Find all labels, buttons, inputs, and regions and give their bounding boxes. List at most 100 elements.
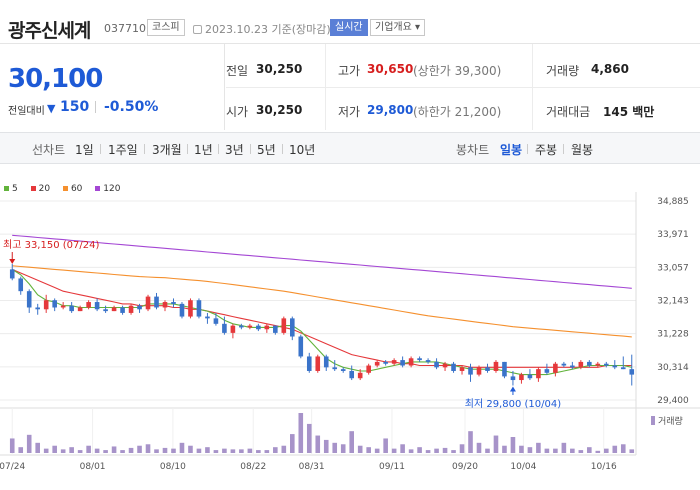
candle-body [205,316,210,319]
candle-body [459,367,465,371]
volume-bar [35,442,41,453]
volume-bar [171,448,176,453]
candle-body [561,363,567,366]
range-1d[interactable]: 1일 [75,143,94,157]
candle-body [468,367,473,375]
low-value: 29,800 [367,103,414,117]
legend-ma5: 5 [4,184,18,194]
candle-body [162,302,168,308]
volume-bar [527,447,533,453]
candle-body [502,361,507,377]
volume-bar [629,449,635,453]
volume-bar [289,434,295,453]
volume-bar [281,445,287,453]
volume-bar [18,447,24,453]
candle-body [374,361,380,366]
divider [100,144,101,154]
candle-daily[interactable]: 일봉 [500,143,523,157]
volume-bar [502,445,507,453]
volume-bar [459,444,465,453]
candle-body [137,305,142,310]
candle-body [171,302,176,304]
volume-bar [434,448,439,453]
y-tick-label: 31,228 [657,330,689,340]
volume-bar [570,448,575,453]
candle-monthly[interactable]: 월봉 [571,143,594,157]
volume-bar [315,435,321,453]
volume-bar [188,445,193,453]
candle-body [315,356,321,371]
range-1w[interactable]: 1주일 [108,143,138,157]
range-3y[interactable]: 3년 [225,143,244,157]
legend-label: 120 [103,184,121,194]
volume-bar [493,435,499,453]
volume-bar [620,444,626,453]
open-label: 시가 [226,105,249,119]
candle-weekly[interactable]: 주봉 [535,143,558,157]
volume-bar [417,447,422,453]
low-label: 저가 [338,105,361,119]
candle-chart-label: 봉차트 [456,143,490,157]
volume-bar [60,449,66,453]
volume-bar [544,448,550,453]
range-3m[interactable]: 3개월 [152,143,182,157]
x-tick-label: 08/01 [80,462,106,472]
chevron-down-icon: ▾ [415,22,421,33]
stats-table: 전일 30,250 고가 30,650 (상한가 39,300) 거래량 4,8… [226,44,700,130]
chart-toolbar: 선차트 1일 1주일 3개월 1년 3년 5년 10년 봉차트 일봉 주봉 월봉 [0,132,700,164]
volume-bar [400,444,405,453]
candle-body [357,372,363,379]
stock-name[interactable]: 광주신세계 [8,20,91,42]
ma20-line [11,268,632,368]
candle-body [400,360,405,366]
x-tick-label: 09/11 [379,462,405,472]
volume-bar [553,448,558,453]
ma5-line [11,268,632,376]
candle-body [553,363,558,373]
low-annotation: 최저 29,800 (10/04) [465,398,561,410]
volume-bar [179,442,185,453]
divider [144,144,145,154]
candle-body [60,305,66,308]
legend-swatch [30,186,36,191]
candle-body [145,296,151,310]
range-10y[interactable]: 10년 [289,143,316,157]
range-5y[interactable]: 5년 [257,143,276,157]
candle-body [434,361,439,368]
stock-code: 037710 [104,22,146,35]
current-price: 30,100 [8,64,103,94]
divider [563,144,564,154]
candle-body [620,367,626,370]
x-tick-label: 08/22 [240,462,266,472]
volume-legend-swatch [651,416,655,425]
candle-body [408,358,414,366]
volume-bar [451,450,456,453]
high-value: 30,650 [367,62,414,76]
volume-bar [230,449,236,453]
realtime-button[interactable]: 실시간 [330,19,368,36]
legend-ma120: 120 [95,184,120,194]
volume-bar [154,449,159,453]
volume-bar [468,431,473,453]
candle-body [417,358,422,361]
candle-body [43,300,49,310]
legend-swatch [95,186,101,191]
volume-bar [357,445,363,453]
candle-body [120,307,125,313]
volume-bar [222,448,227,453]
ma120-line [12,234,632,289]
y-tick-label: 30,314 [657,363,689,373]
candle-body [26,291,32,308]
x-tick-label: 08/10 [160,462,186,472]
prev-value: 30,250 [256,62,303,76]
candle-body [222,323,227,333]
y-tick-label: 32,143 [657,297,689,307]
volume-bar [103,450,108,453]
range-1y[interactable]: 1년 [194,143,213,157]
volume-bar [213,450,219,453]
candle-body [366,365,371,373]
candle-body [323,356,329,368]
candle-body [154,296,159,308]
company-overview-button[interactable]: 기업개요 ▾ [370,19,426,36]
